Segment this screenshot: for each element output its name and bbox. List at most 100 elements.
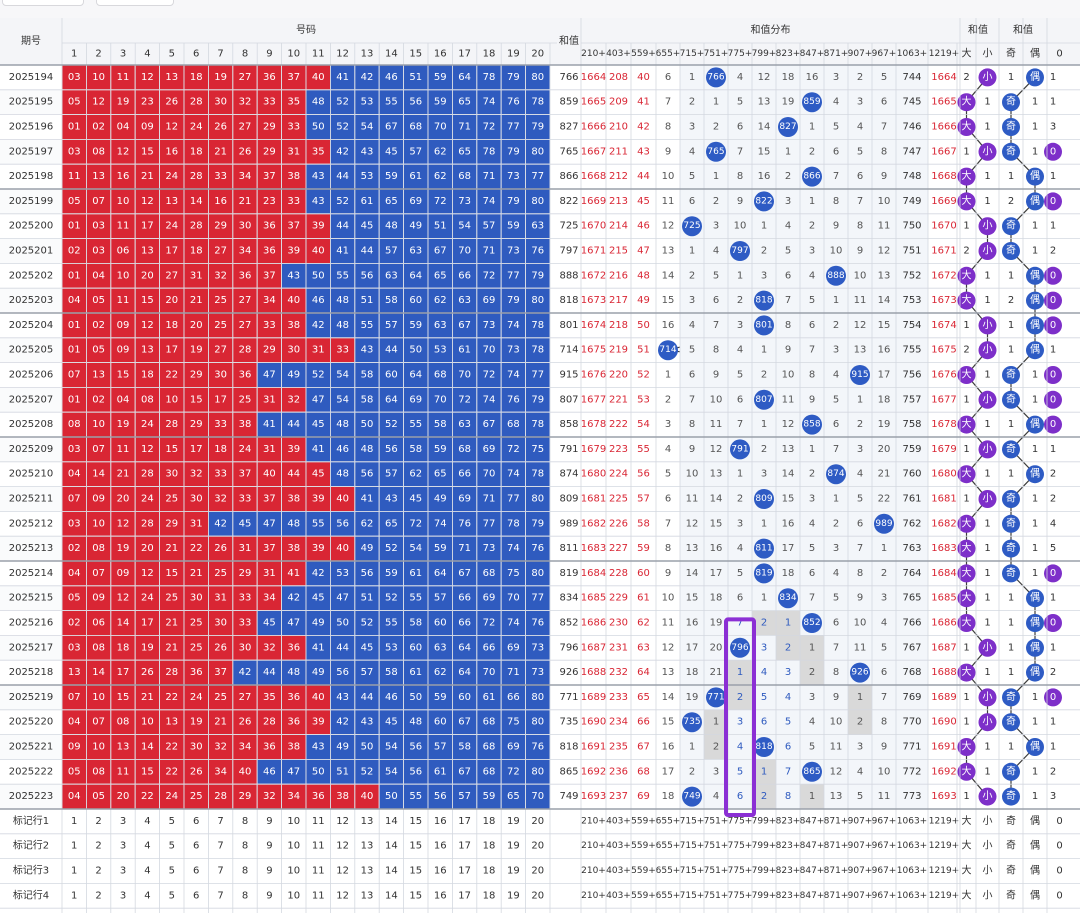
toolbar-chip[interactable]: [96, 0, 174, 6]
marker-number: 16: [434, 890, 447, 901]
number-value: 36: [263, 72, 276, 83]
number-value: 45: [361, 221, 374, 232]
blue-number-cell: [476, 188, 502, 215]
marker-number: 6: [193, 816, 199, 827]
sum-value: 818: [559, 742, 578, 753]
parity-even-label: 偶: [1030, 268, 1040, 281]
number-value: 39: [287, 246, 300, 257]
red-number-cell: [86, 411, 112, 438]
period-cell: 2025223: [9, 791, 54, 802]
dist-value: 66: [637, 717, 650, 728]
number-value: 62: [434, 667, 447, 678]
number-value: 74: [483, 196, 496, 207]
number-value: 64: [458, 642, 471, 653]
dist-value: 15: [782, 494, 795, 505]
number-value: 55: [385, 618, 398, 629]
dist-column-header: 823+: [776, 49, 801, 59]
dist-value: 1: [809, 196, 815, 207]
number-value: 28: [190, 97, 203, 108]
zero-ball: [1044, 291, 1062, 310]
number-value: 63: [458, 295, 471, 306]
size-miss-count: 1: [984, 593, 990, 604]
blue-number-cell: [451, 287, 478, 314]
parity-miss-count: 1: [1032, 717, 1038, 728]
number-value: 04: [68, 295, 81, 306]
number-value: 67: [434, 246, 447, 257]
dist-value: 8: [737, 171, 743, 182]
dist-value: 47: [637, 246, 650, 257]
header-background: [0, 18, 1080, 65]
number-value: 65: [458, 146, 471, 157]
number-value: 11: [117, 295, 130, 306]
dist-value: 1669: [931, 196, 956, 207]
marker-dist: 799+: [752, 841, 777, 851]
sum-ball: [826, 265, 846, 286]
number-value: 62: [434, 295, 447, 306]
parity-odd-ball: [1002, 217, 1020, 236]
number-value: 41: [361, 494, 374, 505]
number-value: 27: [214, 246, 227, 257]
zero-miss-count: 1: [1050, 742, 1056, 753]
marker-flag: 大: [962, 839, 972, 852]
parity-odd-ball: [1002, 564, 1020, 583]
marker-dist: 1063+: [897, 891, 927, 901]
number-value: 24: [141, 494, 154, 505]
dist-value: 7: [809, 345, 815, 356]
dist-value: 226: [609, 518, 628, 529]
dist-value: 1: [833, 494, 839, 505]
number-value: 37: [263, 543, 276, 554]
dist-value: 4: [689, 320, 695, 331]
number-column-header: 2: [95, 49, 101, 60]
marker-dist: 1219+: [929, 816, 959, 826]
dist-value: 210: [609, 122, 628, 133]
marker-number: 3: [120, 890, 126, 901]
dist-value: 18: [878, 394, 891, 405]
toolbar-chip[interactable]: [2, 0, 84, 6]
number-value: 19: [117, 419, 130, 430]
period-cell: 2025205: [9, 345, 54, 356]
sum-ball: [850, 365, 870, 385]
number-value: 73: [507, 171, 520, 182]
zero-miss-count: 1: [1050, 642, 1056, 653]
red-number-cell: [159, 486, 185, 512]
parity-odd-label: 奇: [1006, 541, 1016, 554]
dist-value: 218: [609, 320, 628, 331]
number-value: 74: [507, 370, 520, 381]
dist-value: 7: [857, 196, 863, 207]
number-value: 25: [239, 394, 252, 405]
number-value: 78: [531, 419, 544, 430]
marker-dist: 655+: [656, 866, 681, 876]
number-value: 51: [361, 295, 374, 306]
number-value: 57: [385, 246, 398, 257]
dist-value: 9: [665, 146, 671, 157]
number-value: 75: [507, 717, 520, 728]
dist-value: 17: [782, 543, 795, 554]
dist-value: 7: [833, 444, 839, 455]
dist-value: 748: [902, 171, 921, 182]
number-value: 74: [507, 469, 520, 480]
dist-value: 5: [737, 97, 743, 108]
number-value: 28: [141, 469, 154, 480]
sum-ball-label: 809: [755, 494, 772, 504]
number-value: 61: [409, 667, 422, 678]
number-value: 65: [507, 791, 520, 802]
number-value: 15: [117, 370, 130, 381]
dist-value: 40: [637, 72, 650, 83]
marker-number: 4: [144, 890, 150, 901]
dist-value: 6: [761, 717, 767, 728]
period-cell: 2025213: [9, 543, 54, 554]
number-value: 37: [287, 221, 300, 232]
dist-value: 60: [637, 568, 650, 579]
zero-miss-count: 2: [1050, 469, 1056, 480]
zero-label: 0: [1050, 692, 1056, 703]
size-miss-count: 1: [984, 270, 990, 281]
dist-value: 13: [662, 667, 675, 678]
number-value: 05: [68, 593, 81, 604]
blue-number-cell: [378, 585, 405, 611]
number-value: 14: [117, 618, 130, 629]
size-miss-count: 1: [984, 469, 990, 480]
dist-value: 1687: [931, 642, 956, 653]
dist-value: 9: [833, 221, 839, 232]
number-value: 29: [239, 791, 252, 802]
zero-label: 0: [1050, 196, 1056, 207]
